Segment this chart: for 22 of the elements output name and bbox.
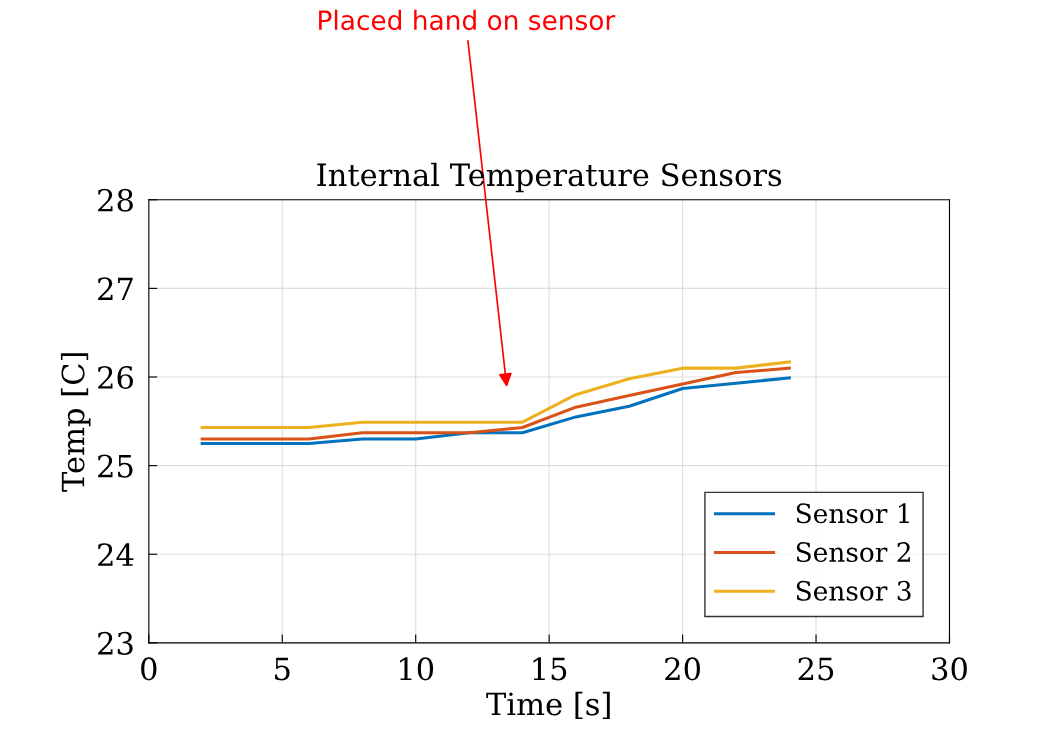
x-tick-label: 5 [275, 657, 290, 681]
legend-label: Sensor 1 [796, 503, 909, 524]
legend-label: Sensor 3 [796, 580, 911, 601]
y-tick-label: 27 [98, 277, 133, 300]
x-tick-label: 20 [665, 657, 701, 681]
text: Placed hand on sensor [319, 9, 616, 31]
x-tick-label: 0 [141, 657, 157, 681]
y-tick-label: 25 [98, 454, 133, 478]
y-tick-label: 28 [98, 188, 133, 212]
x-tick-label: 25 [798, 657, 834, 681]
x-tick-label: 10 [399, 657, 434, 681]
line-series [200, 376, 791, 445]
x-tick-label: 30 [932, 657, 967, 681]
legend-label: Sensor 2 [796, 542, 910, 563]
line-series [200, 366, 791, 441]
y-tick-label: 24 [98, 543, 134, 566]
x-axis-title: Time [s] [486, 691, 610, 720]
line-series [200, 360, 791, 430]
y-tick-label: 26 [98, 365, 133, 390]
y-tick-label: 23 [98, 631, 133, 655]
y-axis-title: Temp [C] [60, 353, 91, 492]
x-tick-label: 15 [533, 657, 567, 681]
